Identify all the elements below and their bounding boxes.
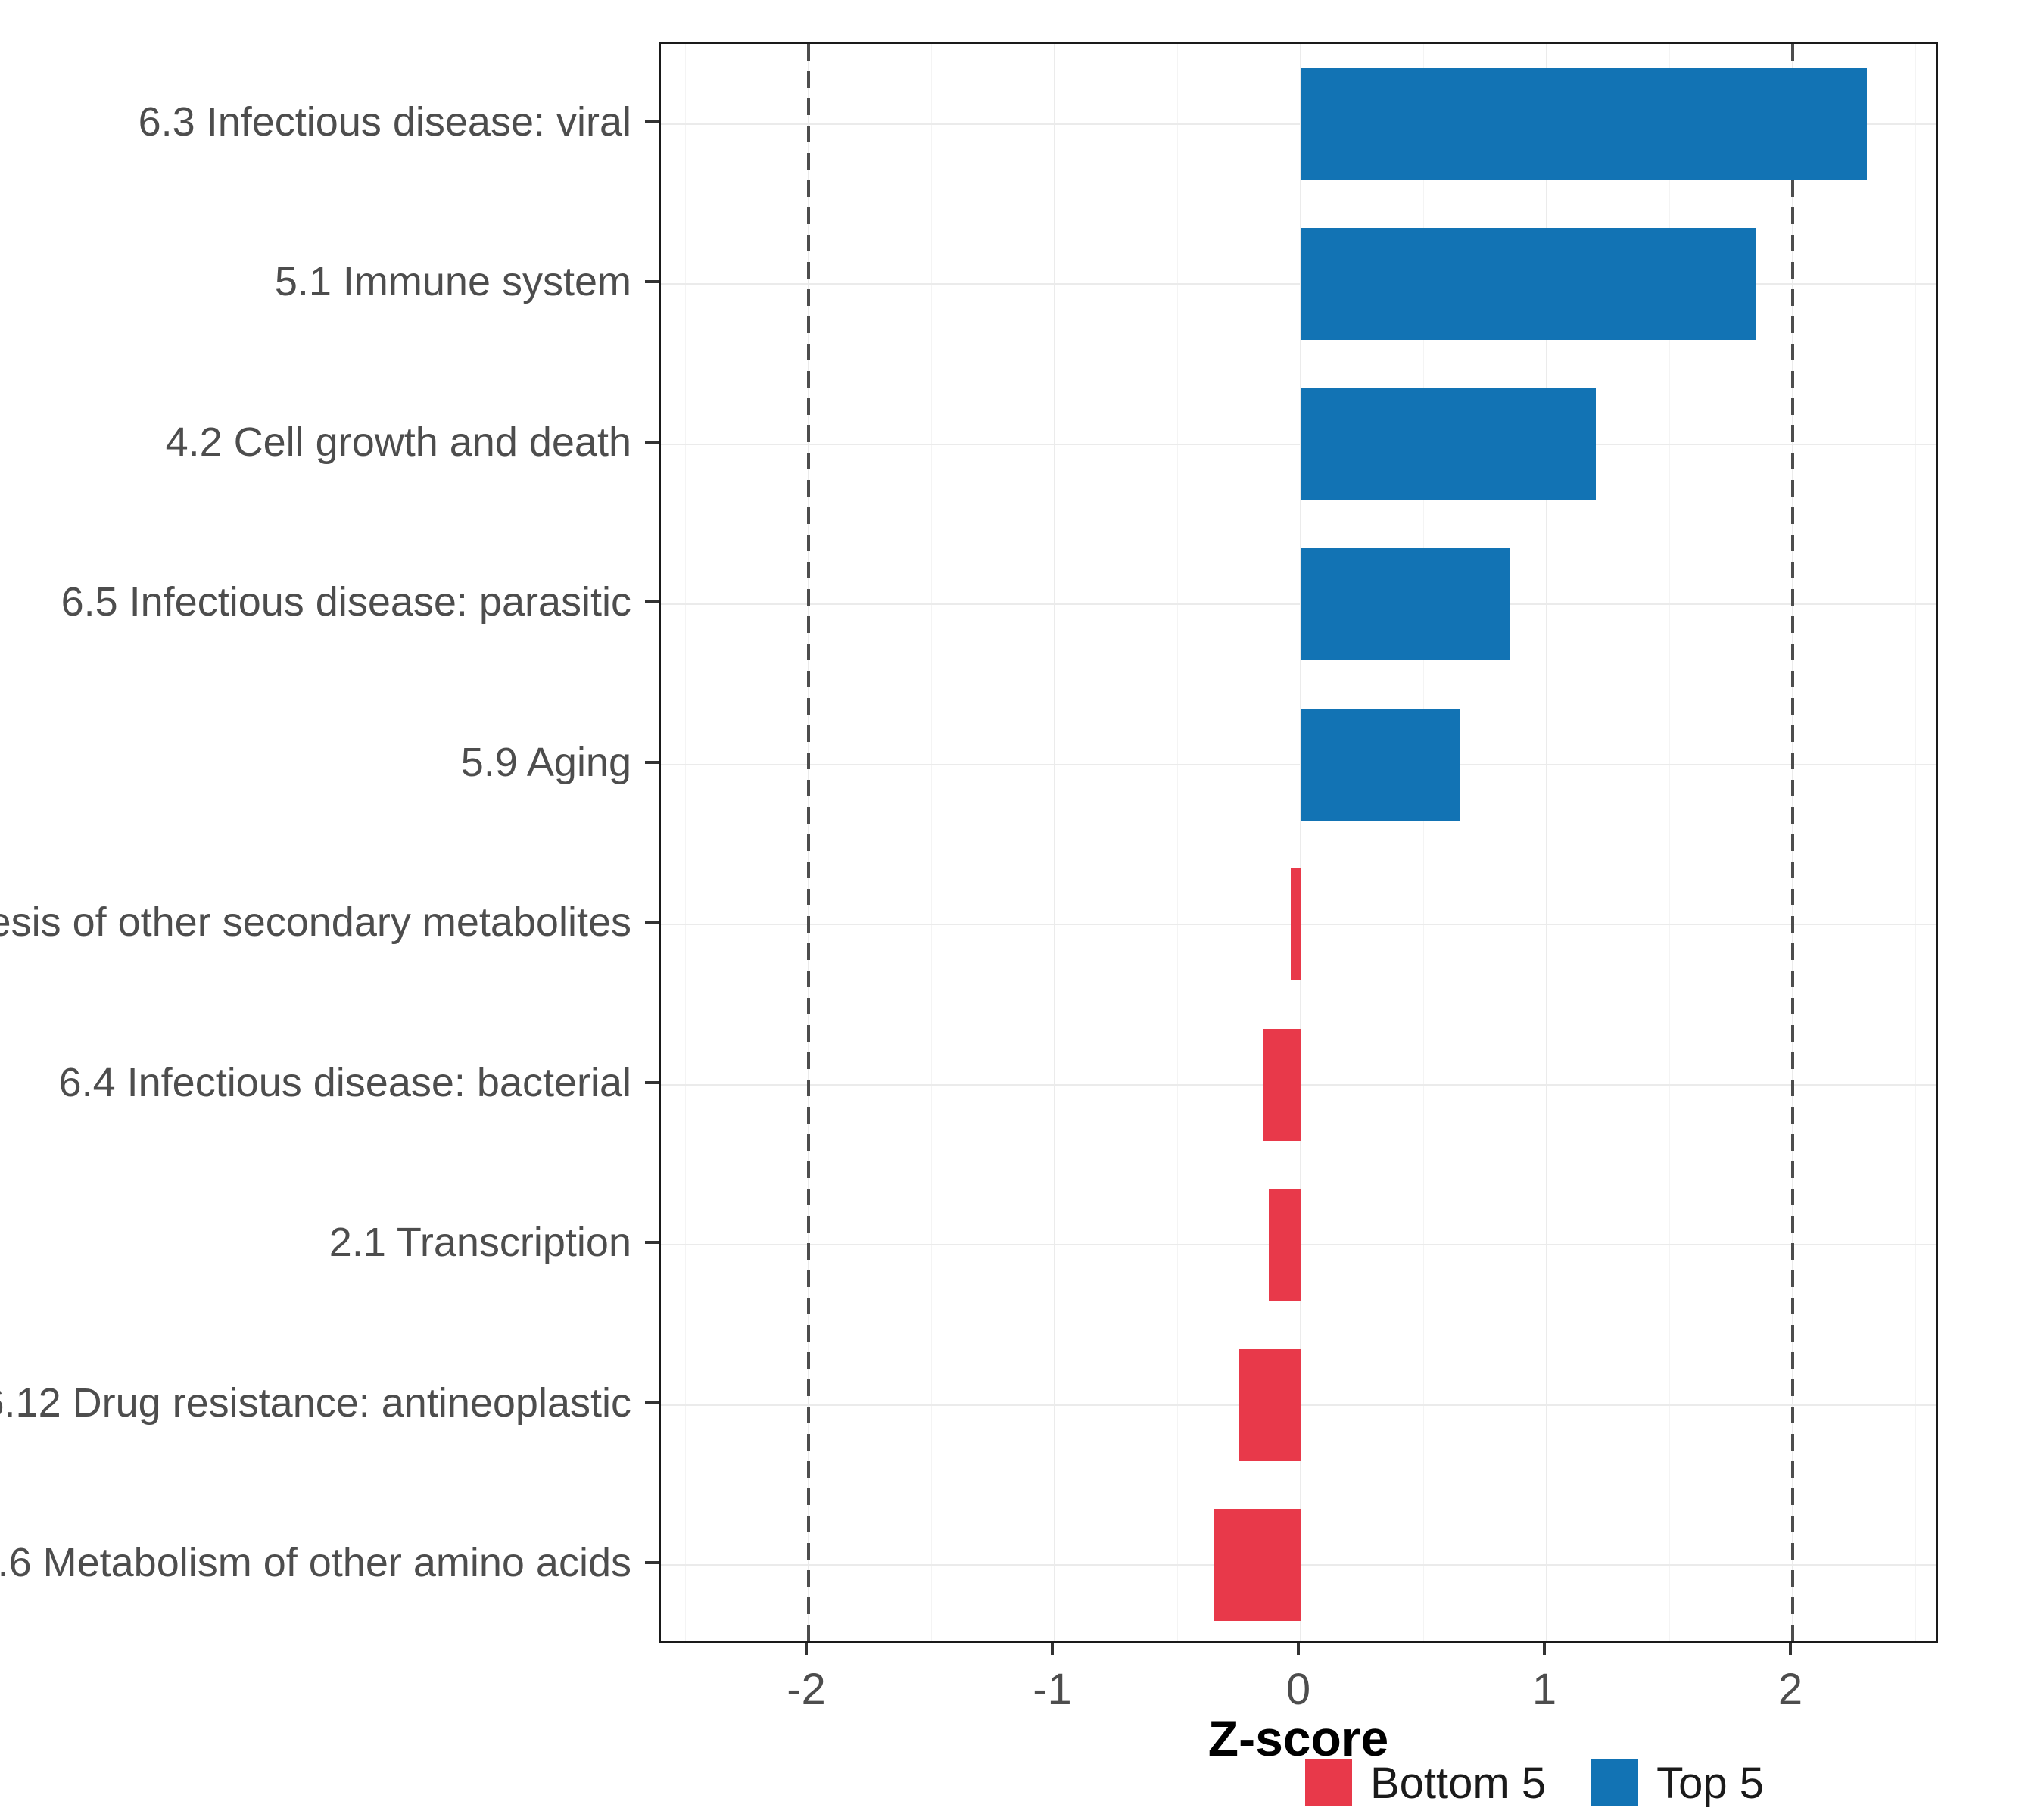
minor-gridline (684, 44, 687, 1641)
y-axis-label: 4.2 Cell growth and death (165, 419, 631, 465)
x-tick-label: 0 (1285, 1665, 1311, 1714)
legend-label: Top 5 (1656, 1758, 1764, 1808)
y-axis-label: 1.10 Biosynthesis of other secondary met… (0, 899, 631, 946)
y-tick-mark (645, 440, 659, 444)
x-tick-label: -1 (1033, 1665, 1072, 1714)
minor-gridline (930, 44, 933, 1641)
x-tick-mark (1543, 1643, 1546, 1655)
legend-item: Bottom 5 (1304, 1758, 1547, 1809)
bar-bottom5 (1214, 1509, 1301, 1622)
y-axis-label: 1.6 Metabolism of other amino acids (0, 1540, 631, 1586)
minor-gridline (1915, 44, 1917, 1641)
bar-bottom5 (1239, 1348, 1301, 1461)
legend-label: Bottom 5 (1369, 1758, 1547, 1808)
y-axis-label: 6.12 Drug resistance: antineoplastic (0, 1379, 631, 1426)
plot-panel (659, 42, 1938, 1643)
bar-bottom5 (1291, 868, 1301, 981)
category-gridline (661, 763, 1936, 765)
bar-top5 (1301, 67, 1867, 180)
y-tick-mark (645, 1080, 659, 1084)
category-gridline (661, 443, 1936, 445)
category-gridline (661, 123, 1936, 125)
x-tick-mark (1789, 1643, 1792, 1655)
y-tick-mark (645, 921, 659, 924)
x-tick-mark (805, 1643, 808, 1655)
major-gridline (1300, 44, 1301, 1641)
major-gridline (1054, 44, 1055, 1641)
reference-line (1791, 44, 1794, 1641)
bar-bottom5 (1268, 1189, 1301, 1301)
y-tick-mark (645, 280, 659, 284)
category-gridline (661, 283, 1936, 285)
bar-top5 (1301, 708, 1461, 821)
y-axis-label: 2.1 Transcription (329, 1220, 631, 1266)
legend-swatch (1304, 1759, 1352, 1806)
x-axis-title: Z-score (1207, 1710, 1389, 1766)
x-tick-mark (1297, 1643, 1300, 1655)
legend: Bottom 5 Top 5 (659, 1758, 1938, 1808)
y-tick-mark (645, 760, 659, 764)
x-tick-label: -2 (787, 1665, 826, 1714)
bar-bottom5 (1263, 1028, 1301, 1141)
y-axis-label: 5.9 Aging (460, 739, 631, 785)
legend-item: Top 5 (1591, 1758, 1764, 1809)
bar-top5 (1301, 228, 1756, 341)
y-tick-mark (645, 1561, 659, 1565)
y-axis-label: 6.3 Infectious disease: viral (138, 98, 631, 145)
y-tick-mark (645, 1241, 659, 1245)
y-tick-mark (645, 120, 659, 123)
minor-gridline (1669, 44, 1671, 1641)
y-axis-label: 5.1 Immune system (274, 259, 631, 305)
major-gridline (1546, 44, 1547, 1641)
reference-line (807, 44, 810, 1641)
minor-gridline (1422, 44, 1425, 1641)
bar-top5 (1301, 548, 1510, 661)
y-tick-mark (645, 600, 659, 604)
minor-gridline (1176, 44, 1179, 1641)
x-tick-label: 2 (1778, 1665, 1803, 1714)
bar-top5 (1301, 388, 1596, 500)
legend-swatch (1591, 1759, 1639, 1806)
x-tick-label: 1 (1531, 1665, 1557, 1714)
y-axis-label: 6.4 Infectious disease: bacterial (58, 1059, 631, 1105)
x-tick-mark (1051, 1643, 1054, 1655)
category-gridline (661, 603, 1936, 606)
y-axis-label: 6.5 Infectious disease: parasitic (61, 579, 631, 625)
y-tick-mark (645, 1401, 659, 1404)
